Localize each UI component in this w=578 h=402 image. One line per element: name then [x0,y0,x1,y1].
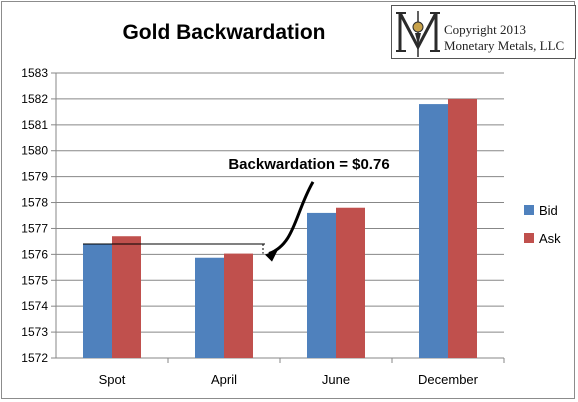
y-tick-label: 1573 [21,325,48,339]
x-tick-label: April [211,372,237,387]
annotation-label: Backwardation = $0.76 [228,156,389,173]
monetary-metals-logo-icon [396,11,440,57]
chart-title: Gold Backwardation [122,21,325,44]
annotation: Backwardation = $0.76 [83,156,390,262]
annotation-arrowhead [265,249,278,262]
y-tick-label: 1580 [21,144,48,158]
y-tick-label: 1581 [21,118,48,132]
y-tick-label: 1577 [21,221,48,235]
bar-bid-june [307,212,336,358]
bar-ask-december [448,98,477,358]
y-tick-label: 1583 [21,66,48,80]
y-tick-label: 1576 [21,247,48,261]
y-tick-label: 1582 [21,92,48,106]
legend-swatch-ask [524,233,534,243]
legend: Bid Ask [524,203,561,246]
annotation-arrow [268,181,315,255]
bar-ask-spot [112,236,141,358]
legend-label-ask: Ask [539,231,561,246]
x-tick-label: June [322,372,350,387]
bar-bid-april [195,257,224,358]
logo-copyright-line: Copyright 2013 [444,22,526,37]
logo-company-line: Monetary Metals, LLC [444,38,565,53]
legend-label-bid: Bid [539,203,558,218]
bar-ask-june [336,207,365,358]
logo-box: Copyright 2013 Monetary Metals, LLC [391,5,576,59]
bar-bid-spot [83,244,112,358]
axes: 1572 1573 1574 1575 1576 1577 1578 1579 1580 1581… [21,66,505,387]
legend-swatch-bid [524,205,534,215]
y-tick-label: 1578 [21,196,48,210]
bar-ask-april [224,253,253,358]
bar-bid-december [419,104,448,358]
logo-text: Copyright 2013 Monetary Metals, LLC [444,22,564,54]
x-tick-label: December [418,372,479,387]
y-tick-label: 1579 [21,170,48,184]
x-tick-label: Spot [99,372,126,387]
y-tick-label: 1574 [21,299,48,313]
y-tick-label: 1575 [21,273,48,287]
bars [83,98,477,358]
y-tick-label: 1572 [21,351,48,365]
